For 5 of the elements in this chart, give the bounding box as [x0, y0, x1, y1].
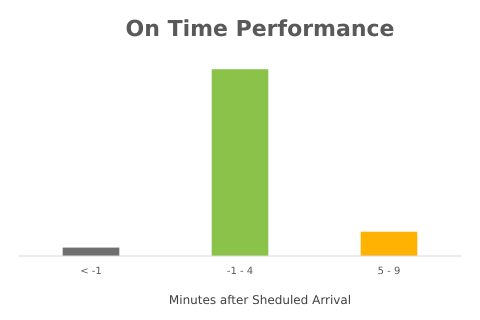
x-tick-label: -1 - 4: [226, 266, 254, 277]
chart-title: On Time Performance: [126, 17, 394, 42]
x-axis-title: Minutes after Sheduled Arrival: [168, 293, 352, 307]
x-tick-label: < -1: [80, 266, 102, 277]
x-tick-label: 5 - 9: [378, 266, 400, 277]
